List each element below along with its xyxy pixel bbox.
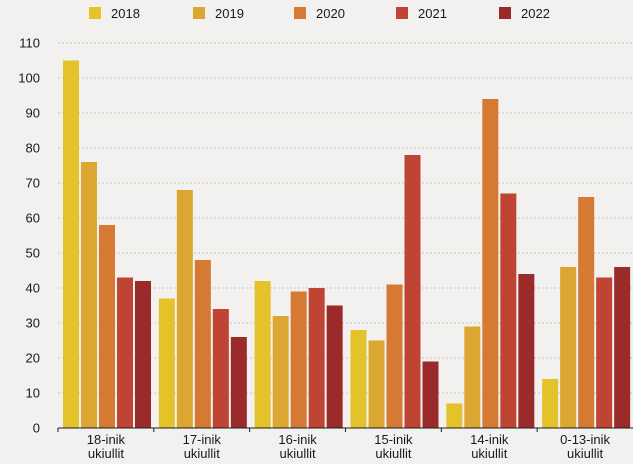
x-category-label: 16-inik xyxy=(278,432,317,447)
bar-2019-0 xyxy=(81,162,97,428)
bar-2022-1 xyxy=(230,337,247,428)
legend-label-2019: 2019 xyxy=(215,6,244,21)
x-category-label: ukiullit xyxy=(567,446,604,461)
bar-2021-2 xyxy=(308,288,325,428)
y-tick-label: 60 xyxy=(26,211,40,226)
bar-2020-0 xyxy=(99,225,115,428)
x-category-label: ukiullit xyxy=(88,446,125,461)
y-tick-label: 30 xyxy=(26,316,40,331)
bar-2018-3 xyxy=(350,330,367,428)
bar-2019-2 xyxy=(272,316,289,428)
x-category-label: ukiullit xyxy=(471,446,508,461)
y-tick-label: 80 xyxy=(26,141,40,156)
legend-label-2021: 2021 xyxy=(418,6,447,21)
bar-2020-3 xyxy=(386,284,403,428)
y-tick-label: 40 xyxy=(26,281,40,296)
y-tick-label: 110 xyxy=(19,36,40,51)
legend-label-2018: 2018 xyxy=(111,6,140,21)
legend-label-2022: 2022 xyxy=(521,6,550,21)
y-tick-label: 100 xyxy=(18,71,40,86)
x-category-label: 14-inik xyxy=(470,432,509,447)
y-tick-label: 90 xyxy=(26,106,40,121)
bar-2021-4 xyxy=(500,193,517,428)
bar-2018-2 xyxy=(254,281,271,428)
y-tick-label: 50 xyxy=(26,246,40,261)
bar-2021-3 xyxy=(404,155,421,428)
bar-2020-2 xyxy=(290,291,307,428)
bars xyxy=(63,60,631,428)
bar-2018-1 xyxy=(158,298,175,428)
x-category-label: 18-inik xyxy=(87,432,126,447)
bar-2019-3 xyxy=(368,340,385,428)
x-category-label: 15-inik xyxy=(374,432,413,447)
bar-2019-5 xyxy=(560,267,577,428)
bar-2018-5 xyxy=(542,379,559,428)
bar-2020-1 xyxy=(194,260,211,428)
bar-2022-5 xyxy=(614,267,631,428)
x-category-label: ukiullit xyxy=(184,446,221,461)
legend-swatch-2019 xyxy=(193,7,205,19)
x-category-label: ukiullit xyxy=(280,446,317,461)
bar-2022-4 xyxy=(518,274,535,428)
legend-label-2020: 2020 xyxy=(316,6,345,21)
y-tick-label: 20 xyxy=(26,351,40,366)
bar-2018-0 xyxy=(63,60,79,428)
y-tick-label: 0 xyxy=(33,421,40,436)
x-category-label: ukiullit xyxy=(375,446,412,461)
bar-2022-0 xyxy=(135,281,151,428)
legend-swatch-2022 xyxy=(499,7,511,19)
y-tick-label: 70 xyxy=(26,176,40,191)
bar-2018-4 xyxy=(446,403,463,428)
bar-2021-5 xyxy=(596,277,613,428)
x-axis-labels: 18-inikukiullit17-inikukiullit16-inikuki… xyxy=(57,428,611,461)
bar-2020-4 xyxy=(482,99,499,428)
bar-2022-3 xyxy=(422,361,439,428)
bar-2021-0 xyxy=(117,277,133,428)
legend-swatch-2018 xyxy=(89,7,101,19)
x-category-label: 0-13-inik xyxy=(560,432,610,447)
bar-2019-1 xyxy=(176,190,193,428)
legend-swatch-2020 xyxy=(294,7,306,19)
y-tick-label: 10 xyxy=(26,386,40,401)
bar-2020-5 xyxy=(578,197,595,428)
legend: 2018 2019 2020 2021 2022 xyxy=(89,6,550,21)
bar-2021-1 xyxy=(212,309,229,428)
bar-2022-2 xyxy=(326,305,343,428)
legend-swatch-2021 xyxy=(396,7,408,19)
x-category-label: 17-inik xyxy=(183,432,222,447)
bar-2019-4 xyxy=(464,326,481,428)
y-axis-ticks: 0 10 20 30 40 50 60 70 80 90 100 110 xyxy=(18,36,40,436)
